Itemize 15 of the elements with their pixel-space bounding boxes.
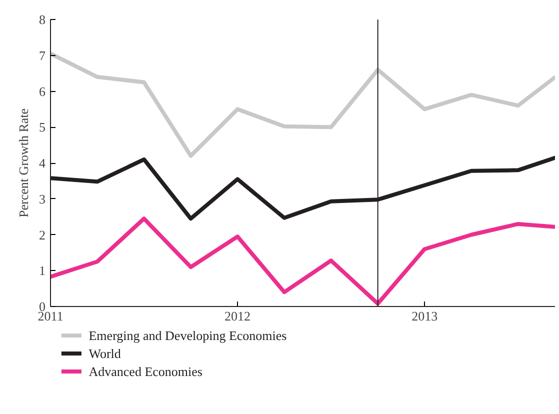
y-tick-label: 6 <box>39 84 46 99</box>
x-tick-label: 2013 <box>412 308 438 324</box>
legend-label: World <box>88 346 122 361</box>
y-tick-label: 3 <box>39 191 46 206</box>
legend-label: Advanced Economies <box>88 364 202 379</box>
y-axis-title: Percent Growth Rate <box>16 108 31 218</box>
y-tick-label: 7 <box>39 48 46 63</box>
y-tick-label: 4 <box>39 156 46 170</box>
y-tick-label: 5 <box>39 120 46 135</box>
y-tick-label: 1 <box>39 263 46 278</box>
legend-label: Emerging and Developing Economies <box>88 328 287 343</box>
y-tick-label: 8 <box>39 12 46 27</box>
x-tick-label: 2012 <box>224 308 251 324</box>
y-tick-label: 2 <box>39 227 46 242</box>
line-series <box>50 52 555 158</box>
